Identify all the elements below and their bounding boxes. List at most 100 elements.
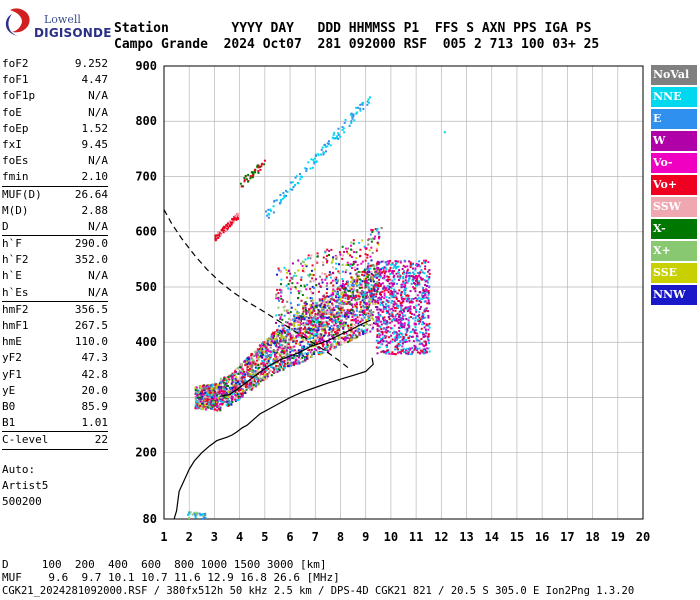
echo-point	[371, 300, 374, 303]
echo-point	[261, 162, 264, 165]
echo-point	[309, 287, 312, 290]
echo-point	[401, 311, 404, 314]
echo-point	[409, 331, 412, 334]
echo-point	[402, 318, 405, 321]
echo-point	[347, 247, 350, 250]
echo-point	[425, 307, 428, 310]
echo-point	[217, 397, 220, 400]
echo-point	[227, 376, 230, 379]
echo-point	[313, 287, 316, 290]
echo-point	[415, 264, 418, 267]
echo-point	[257, 356, 260, 359]
echo-point	[382, 350, 385, 353]
echo-point	[292, 339, 295, 342]
echo-point	[332, 313, 335, 316]
echo-point	[288, 328, 291, 331]
echo-point	[352, 239, 355, 242]
echo-point	[301, 269, 304, 272]
echo-point	[370, 229, 373, 232]
echo-point	[286, 334, 289, 337]
echo-point	[428, 302, 431, 305]
echo-point	[307, 336, 310, 339]
echo-point	[305, 313, 308, 316]
echo-point	[309, 167, 312, 170]
echo-point	[322, 321, 325, 324]
echo-point	[339, 304, 342, 307]
echo-point	[288, 365, 291, 368]
echo-point	[343, 291, 346, 294]
echo-point	[315, 260, 318, 263]
echo-point	[377, 313, 380, 316]
echo-point	[234, 384, 237, 387]
echo-point	[365, 279, 368, 282]
echo-point	[353, 266, 356, 269]
echo-point	[223, 225, 226, 228]
echo-point	[275, 199, 278, 202]
param-label: hmF2	[2, 302, 29, 316]
echo-point	[350, 296, 353, 299]
echo-point	[250, 385, 253, 388]
echo-point	[364, 275, 367, 278]
echo-point	[400, 293, 403, 296]
echo-point	[263, 375, 266, 378]
echo-point	[241, 389, 244, 392]
echo-point	[224, 401, 227, 404]
echo-point	[222, 379, 225, 382]
echo-point	[198, 398, 201, 401]
echo-point	[218, 382, 221, 385]
echo-point	[381, 282, 384, 285]
echo-point	[327, 140, 330, 143]
echo-point	[360, 262, 363, 265]
echo-point	[265, 351, 268, 354]
echo-point	[324, 304, 327, 307]
echo-point	[257, 166, 260, 169]
echo-point	[337, 307, 340, 310]
echo-point	[341, 263, 344, 266]
echo-point	[234, 394, 237, 397]
echo-point	[409, 310, 412, 313]
echo-point	[266, 375, 269, 378]
echo-point	[398, 269, 401, 272]
echo-point	[380, 330, 383, 333]
echo-point	[294, 319, 297, 322]
echo-point	[307, 341, 310, 344]
echo-point	[237, 393, 240, 396]
echo-point	[380, 350, 383, 353]
echo-point	[428, 268, 431, 271]
echo-point	[332, 258, 335, 261]
echo-point	[326, 145, 329, 148]
echo-point	[269, 369, 272, 372]
echo-point	[290, 336, 293, 339]
echo-point	[218, 403, 221, 406]
param-label: yF2	[2, 351, 22, 365]
echo-point	[314, 342, 317, 345]
echo-point	[199, 403, 202, 406]
echo-point	[222, 400, 225, 403]
echo-point	[389, 293, 392, 296]
echo-point	[321, 299, 324, 302]
echo-point	[424, 335, 427, 338]
echo-point	[362, 296, 365, 299]
echo-point	[309, 257, 312, 260]
echo-point	[341, 278, 344, 281]
echo-point	[367, 278, 370, 281]
echo-point	[366, 272, 369, 275]
echo-point	[338, 251, 341, 254]
echo-point	[414, 319, 417, 322]
echo-point	[316, 252, 319, 255]
echo-point	[369, 295, 372, 298]
echo-point	[352, 113, 355, 116]
param-row: h`F 290.0	[2, 236, 108, 252]
echo-point	[319, 304, 322, 307]
echo-point	[313, 320, 316, 323]
echo-point	[253, 350, 256, 353]
echo-point	[321, 324, 324, 327]
echo-point	[219, 380, 222, 383]
echo-point	[242, 381, 245, 384]
echo-point	[367, 265, 370, 268]
echo-point	[320, 323, 323, 326]
echo-point	[335, 320, 338, 323]
echo-point	[375, 346, 378, 349]
echo-point	[402, 275, 405, 278]
echo-point	[326, 310, 329, 313]
